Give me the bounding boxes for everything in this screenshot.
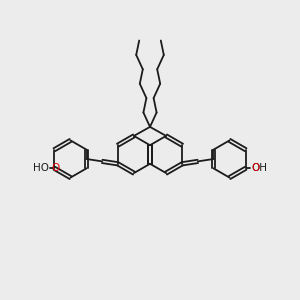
- Text: O: O: [52, 163, 60, 173]
- Text: HO: HO: [33, 163, 49, 173]
- Text: OH: OH: [251, 163, 267, 173]
- Text: O: O: [251, 163, 260, 173]
